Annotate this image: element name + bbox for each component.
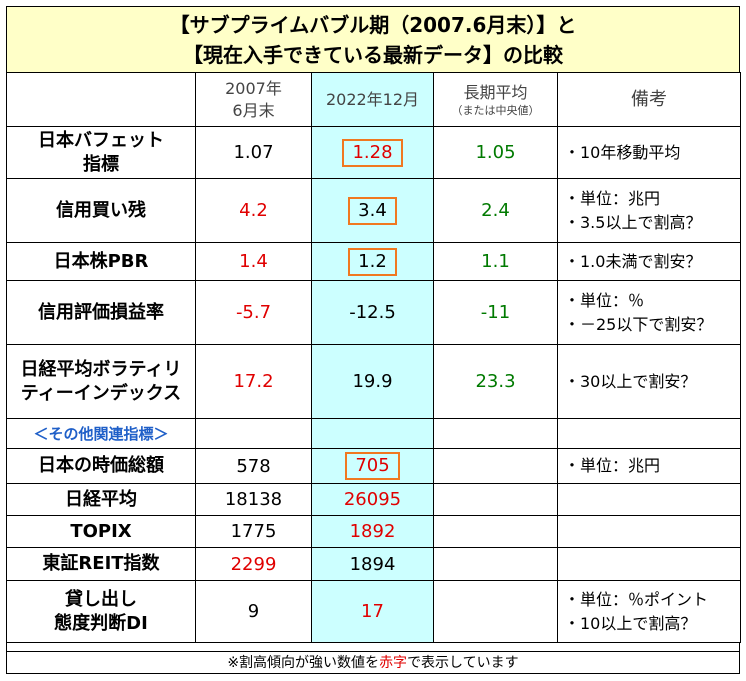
highlight-box: 1.28 [342, 138, 403, 167]
table-row: 日本バフェット 指標 1.07 1.28 1.05 ・10年移動平均 [6, 126, 741, 179]
title-line-2: 【現在入手できている最新データ】の比較 [183, 42, 563, 67]
value-2007: 18138 [195, 483, 312, 516]
value-2022: 1.28 [311, 126, 434, 179]
footer-red-word: 赤字 [379, 655, 408, 671]
value-2022: 1892 [311, 515, 434, 548]
table-row: 信用評価損益率 -5.7 -12.5 -11 ・単位：％ ・－25以下で割安？ [6, 280, 741, 345]
row-label: 東証REIT指数 [6, 547, 196, 581]
header-blank [6, 72, 196, 127]
row-label: 信用評価損益率 [6, 280, 196, 345]
table-row: 信用買い残 4.2 3.4 2.4 ・単位：兆円 ・3.5以上で割高？ [6, 178, 741, 243]
header-notes: 備考 [557, 72, 741, 127]
value-2007: 578 [195, 448, 312, 484]
table-title: 【サブプライムバブル期（2007.6月末）】と 【現在入手できている最新データ】… [6, 6, 740, 73]
value-average: 23.3 [433, 344, 558, 419]
value-2007: 9 [195, 580, 312, 643]
value-2007: 1.4 [195, 242, 312, 281]
row-label: TOPIX [6, 515, 196, 548]
value-average: -11 [433, 280, 558, 345]
row-label: 信用買い残 [6, 178, 196, 243]
table-row: 日本株PBR 1.4 1.2 1.1 ・1.0未満で割安？ [6, 242, 741, 281]
header-2022: 2022年12月 [311, 72, 434, 127]
table-row: 貸し出し 態度判断DI 9 17 ・単位：％ポイント ・10以上で割高？ [6, 580, 741, 643]
value-average: 1.05 [433, 126, 558, 179]
highlight-box: 1.2 [348, 247, 397, 276]
highlight-box: 3.4 [348, 196, 397, 225]
row-note: ・単位：兆円 ・3.5以上で割高？ [557, 178, 741, 243]
row-note: ・単位：兆円 [557, 448, 741, 484]
footer-note: ※割高傾向が強い数値を赤字で表示しています [6, 651, 740, 674]
row-note: ・単位：％ポイント ・10以上で割高？ [557, 580, 741, 643]
value-2007: 17.2 [195, 344, 312, 419]
value-2022: 17 [311, 580, 434, 643]
section-label: ＜その他関連指標＞ [6, 418, 196, 449]
value-2022: -12.5 [311, 280, 434, 345]
table-row: TOPIX 1775 1892 [6, 515, 741, 548]
header-row: 2007年 6月末 2022年12月 長期平均 （または中央値） 備考 [6, 72, 741, 127]
value-2022: 19.9 [311, 344, 434, 419]
row-label: 日本バフェット 指標 [6, 126, 196, 179]
row-label: 貸し出し 態度判断DI [6, 580, 196, 643]
highlight-box: 705 [345, 452, 400, 480]
value-average: 2.4 [433, 178, 558, 243]
value-2022: 26095 [311, 483, 434, 516]
value-2022: 1.2 [311, 242, 434, 281]
value-2022: 705 [311, 448, 434, 484]
row-label: 日本株PBR [6, 242, 196, 281]
table-row: 日経平均ボラティリ ティーインデックス 17.2 19.9 23.3 ・30以上… [6, 344, 741, 419]
value-2007: 1.07 [195, 126, 312, 179]
table-row: 日経平均 18138 26095 [6, 483, 741, 516]
row-note: ・単位：％ ・－25以下で割安？ [557, 280, 741, 345]
row-note: ・1.0未満で割安？ [557, 242, 741, 281]
row-label: 日本の時価総額 [6, 448, 196, 484]
value-2007: 2299 [195, 547, 312, 581]
value-2022: 3.4 [311, 178, 434, 243]
value-average: 1.1 [433, 242, 558, 281]
value-2007: 1775 [195, 515, 312, 548]
row-note: ・30以上で割安？ [557, 344, 741, 419]
value-2007: 4.2 [195, 178, 312, 243]
row-note: ・10年移動平均 [557, 126, 741, 179]
title-line-1: 【サブプライムバブル期（2007.6月末）】と [169, 12, 577, 37]
value-2022: 1894 [311, 547, 434, 581]
value-2007: -5.7 [195, 280, 312, 345]
comparison-table: 2007年 6月末 2022年12月 長期平均 （または中央値） 備考 日本バフ… [6, 72, 741, 643]
table-row: 東証REIT指数 2299 1894 [6, 547, 741, 581]
row-label: 日経平均 [6, 483, 196, 516]
row-label: 日経平均ボラティリ ティーインデックス [6, 344, 196, 419]
section-row: ＜その他関連指標＞ [6, 418, 741, 449]
table-row: 日本の時価総額 578 705 ・単位：兆円 [6, 448, 741, 484]
header-long-term-average: 長期平均 （または中央値） [433, 72, 558, 127]
header-2007: 2007年 6月末 [195, 72, 312, 127]
